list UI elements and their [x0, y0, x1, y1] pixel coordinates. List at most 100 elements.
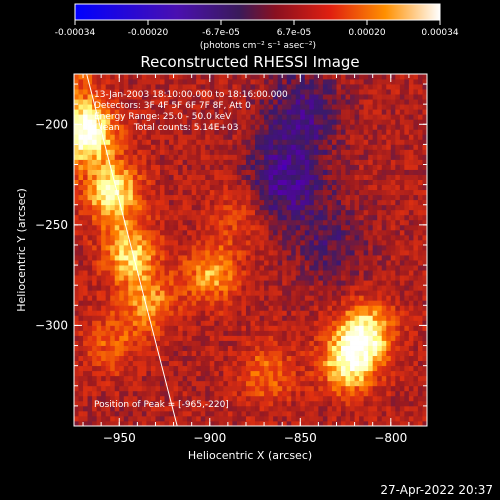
heatmap-cell — [282, 330, 288, 336]
heatmap-cell — [241, 174, 247, 180]
heatmap-cell — [300, 265, 306, 271]
heatmap-cell — [377, 104, 383, 110]
heatmap-cell — [209, 415, 215, 422]
heatmap-cell — [205, 229, 211, 236]
heatmap-cell — [291, 144, 297, 150]
heatmap-cell — [250, 295, 256, 301]
heatmap-cell — [313, 114, 319, 120]
heatmap-cell — [241, 255, 247, 261]
heatmap-cell — [331, 285, 337, 291]
heatmap-cell — [114, 104, 120, 110]
heatmap-cell — [232, 415, 238, 422]
heatmap-cell — [295, 260, 301, 266]
heatmap-cell — [318, 315, 324, 321]
heatmap-cell — [236, 199, 242, 206]
heatmap-cell — [191, 360, 197, 367]
heatmap-cell — [255, 260, 260, 266]
heatmap-cell — [164, 275, 170, 281]
heatmap-cell — [150, 104, 156, 110]
heatmap-cell — [74, 169, 79, 175]
heatmap-cell — [123, 109, 129, 115]
heatmap-cell — [236, 315, 242, 321]
heatmap-cell — [169, 179, 174, 186]
heatmap-cell — [390, 295, 396, 301]
heatmap-cell — [74, 194, 79, 201]
heatmap-cell — [137, 400, 143, 407]
heatmap-cell — [178, 129, 184, 135]
heatmap-cell — [196, 410, 202, 417]
heatmap-cell — [255, 395, 260, 402]
heatmap-cell — [218, 149, 224, 155]
heatmap-cell — [336, 340, 342, 346]
heatmap-cell — [381, 109, 387, 115]
heatmap-cell — [141, 365, 147, 372]
heatmap-cell — [318, 250, 324, 256]
heatmap-cell — [291, 280, 297, 286]
heatmap-cell — [187, 300, 193, 306]
heatmap-cell — [159, 204, 165, 211]
heatmap-cell — [304, 84, 310, 90]
heatmap-cell — [322, 250, 328, 256]
heatmap-cell — [377, 129, 383, 135]
heatmap-cell — [78, 270, 84, 276]
heatmap-cell — [132, 325, 138, 331]
heatmap-cell — [350, 270, 355, 276]
heatmap-cell — [128, 260, 134, 266]
heatmap-cell — [205, 164, 211, 170]
heatmap-cell — [223, 74, 229, 80]
heatmap-cell — [327, 119, 333, 125]
heatmap-cell — [137, 184, 143, 191]
heatmap-cell — [214, 285, 220, 291]
heatmap-cell — [164, 144, 170, 150]
heatmap-cell — [200, 194, 206, 201]
heatmap-cell — [137, 234, 143, 241]
heatmap-cell — [291, 94, 297, 100]
heatmap-cell — [110, 204, 116, 211]
heatmap-cell — [372, 370, 378, 377]
heatmap-cell — [205, 154, 211, 160]
heatmap-cell — [155, 280, 161, 286]
heatmap-cell — [182, 134, 188, 140]
heatmap-cell — [372, 415, 378, 422]
heatmap-cell — [336, 255, 342, 261]
heatmap-cell — [191, 99, 197, 105]
heatmap-cell — [150, 84, 156, 90]
heatmap-cell — [92, 104, 98, 110]
heatmap-cell — [159, 144, 165, 150]
heatmap-cell — [273, 335, 279, 341]
heatmap-cell — [105, 330, 111, 336]
heatmap-cell — [209, 184, 215, 191]
heatmap-cell — [345, 305, 351, 311]
heatmap-cell — [146, 224, 152, 231]
heatmap-cell — [141, 124, 147, 130]
heatmap-cell — [123, 214, 129, 221]
heatmap-cell — [164, 415, 170, 422]
heatmap-cell — [182, 285, 188, 291]
heatmap-cell — [146, 420, 152, 426]
heatmap-cell — [209, 84, 215, 90]
heatmap-cell — [164, 239, 170, 246]
heatmap-cell — [101, 134, 107, 140]
heatmap-cell — [209, 390, 215, 397]
heatmap-cell — [345, 345, 351, 351]
heatmap-cell — [381, 315, 387, 321]
heatmap-cell — [214, 400, 220, 407]
heatmap-cell — [331, 315, 337, 321]
heatmap-cell — [78, 355, 84, 362]
heatmap-cell — [386, 79, 392, 85]
heatmap-cell — [114, 255, 120, 261]
heatmap-cell — [150, 300, 156, 306]
heatmap-cell — [141, 300, 147, 306]
heatmap-cell — [359, 290, 365, 296]
heatmap-cell — [209, 360, 215, 367]
heatmap-cell — [286, 179, 292, 186]
heatmap-cell — [350, 244, 355, 251]
heatmap-cell — [101, 355, 107, 362]
heatmap-cell — [273, 330, 279, 336]
heatmap-cell — [78, 194, 84, 201]
heatmap-cell — [227, 345, 233, 351]
heatmap-cell — [78, 400, 84, 407]
heatmap-cell — [200, 164, 206, 170]
heatmap-cell — [74, 144, 79, 150]
heatmap-cell — [155, 405, 161, 412]
